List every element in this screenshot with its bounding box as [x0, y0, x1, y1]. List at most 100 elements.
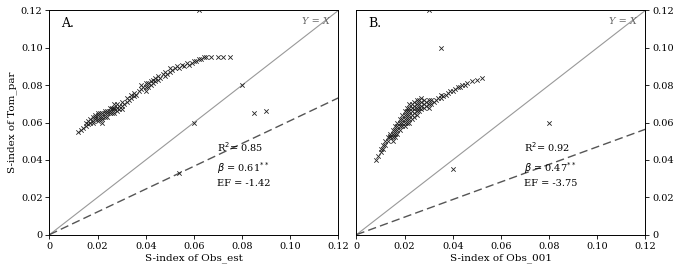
Point	[82, 119, 93, 123]
Point	[121, 100, 132, 104]
Text: R$^2$= 0.92
$\beta$ = 0.47$^{**}$
EF = -3.75: R$^2$= 0.92 $\beta$ = 0.47$^{**}$ EF = -…	[524, 140, 577, 188]
Point	[373, 154, 383, 158]
Point	[114, 104, 125, 108]
Point	[409, 100, 419, 104]
Point	[143, 81, 154, 86]
Point	[426, 102, 437, 106]
Point	[189, 59, 200, 63]
Point	[131, 92, 142, 97]
Point	[97, 111, 108, 115]
Point	[97, 117, 108, 121]
Point	[387, 139, 398, 143]
Point	[116, 107, 127, 112]
Point	[145, 79, 156, 84]
Point	[416, 104, 427, 108]
Point	[387, 128, 398, 132]
Point	[416, 107, 427, 112]
Point	[99, 109, 110, 113]
Point	[95, 111, 106, 115]
Text: A.: A.	[61, 17, 74, 30]
Point	[92, 113, 103, 117]
Point	[217, 55, 228, 59]
Point	[387, 131, 398, 136]
Point	[140, 81, 151, 86]
Point	[402, 109, 413, 113]
Point	[409, 115, 419, 119]
Point	[150, 79, 161, 84]
X-axis label: S-index of Obs_001: S-index of Obs_001	[450, 253, 552, 263]
Point	[424, 102, 434, 106]
Point	[462, 81, 473, 86]
Point	[380, 143, 391, 147]
Point	[109, 111, 120, 115]
Point	[424, 106, 434, 110]
Point	[435, 46, 446, 50]
Point	[421, 100, 432, 104]
Point	[186, 60, 197, 65]
Point	[411, 98, 422, 102]
Point	[90, 117, 101, 121]
Point	[438, 94, 449, 99]
Point	[457, 83, 468, 87]
Point	[404, 117, 415, 121]
Point	[92, 119, 103, 123]
Point	[126, 92, 137, 97]
Point	[392, 124, 403, 129]
Point	[99, 111, 110, 115]
Point	[402, 113, 413, 117]
Point	[370, 158, 381, 162]
Point	[145, 83, 156, 87]
Point	[153, 74, 163, 78]
Point	[404, 120, 415, 125]
Point	[402, 117, 413, 121]
Point	[435, 96, 446, 100]
Point	[454, 85, 465, 89]
Point	[430, 98, 441, 102]
Point	[153, 77, 163, 82]
Point	[409, 104, 419, 108]
Point	[107, 106, 118, 110]
Point	[143, 85, 154, 89]
Point	[164, 70, 175, 74]
Point	[99, 115, 110, 119]
Point	[407, 106, 417, 110]
Point	[92, 117, 103, 121]
Point	[193, 57, 204, 61]
Point	[176, 62, 187, 67]
Point	[114, 107, 125, 112]
Point	[87, 115, 98, 119]
Point	[112, 109, 123, 113]
X-axis label: S-index of Obs_est: S-index of Obs_est	[145, 253, 243, 263]
Point	[148, 81, 159, 86]
Point	[157, 72, 168, 76]
Point	[167, 68, 178, 72]
Point	[102, 115, 113, 119]
Point	[435, 92, 446, 97]
Point	[164, 66, 175, 70]
Point	[261, 109, 272, 113]
Point	[399, 120, 410, 125]
Point	[399, 113, 410, 117]
Point	[121, 96, 132, 100]
Point	[87, 120, 98, 125]
Text: B.: B.	[368, 17, 381, 30]
Point	[449, 87, 460, 91]
Point	[394, 120, 405, 125]
Point	[112, 106, 123, 110]
Point	[195, 57, 206, 61]
Point	[407, 113, 417, 117]
Point	[377, 147, 388, 151]
Point	[128, 90, 139, 95]
Point	[140, 85, 151, 89]
Point	[416, 100, 427, 104]
Point	[445, 89, 456, 93]
Point	[375, 147, 386, 151]
Point	[428, 100, 439, 104]
Point	[191, 59, 202, 63]
Point	[411, 109, 422, 113]
Point	[418, 98, 429, 102]
Point	[107, 111, 118, 115]
Point	[390, 135, 400, 140]
Point	[150, 76, 161, 80]
Point	[380, 139, 391, 143]
